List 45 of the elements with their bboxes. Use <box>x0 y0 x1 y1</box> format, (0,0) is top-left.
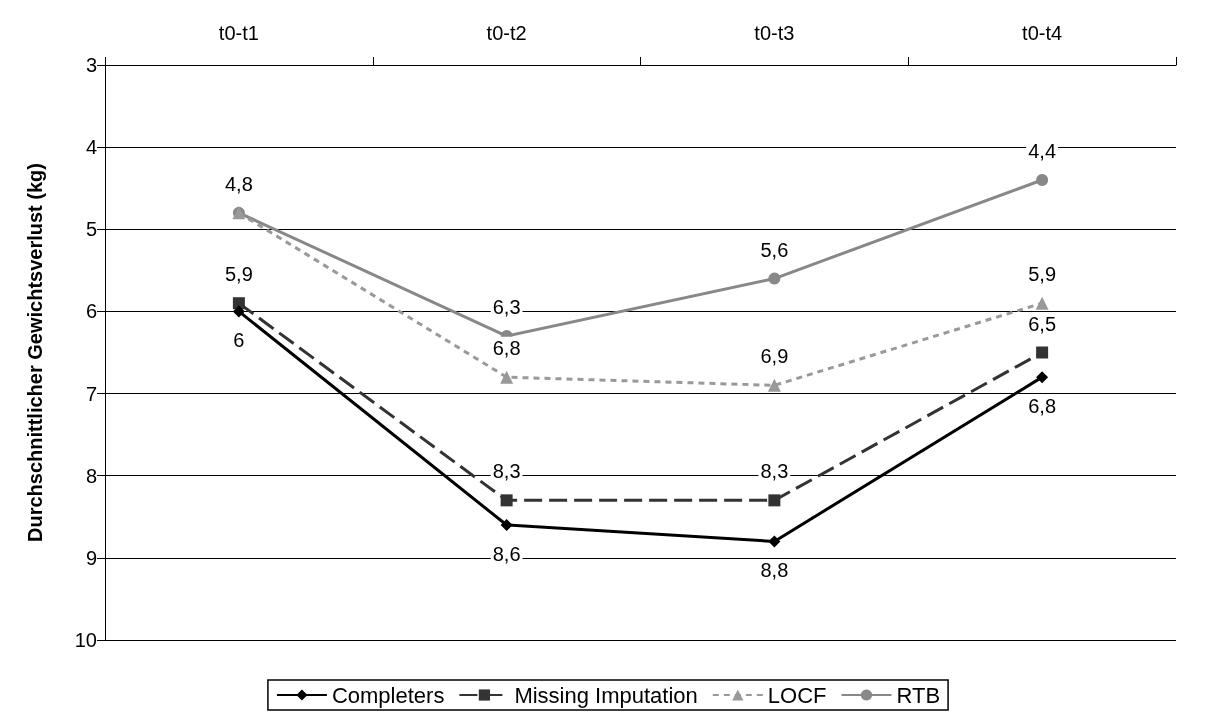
x-tick-label: t0-t3 <box>754 22 795 44</box>
x-tick-label: t0-t4 <box>1022 22 1063 44</box>
point <box>768 272 781 285</box>
point <box>767 378 781 392</box>
y-tick-label: 6 <box>85 300 97 323</box>
data-label: 8,3 <box>760 460 789 483</box>
data-label: 6,8 <box>1028 395 1057 418</box>
legend-label: RTB <box>896 682 941 708</box>
y-tick-label: 10 <box>74 629 97 651</box>
point <box>1035 296 1049 310</box>
point <box>500 370 514 384</box>
y-tick-label: 3 <box>85 54 97 76</box>
data-label: 8,3 <box>492 460 521 483</box>
data-label: 6 <box>233 329 245 352</box>
y-tick-label: 8 <box>85 464 97 487</box>
data-label: 6,3 <box>492 296 521 319</box>
y-tick-label: 5 <box>85 218 97 241</box>
legend-label: Missing Imputation <box>514 682 698 708</box>
legend-label: Completers <box>331 682 445 708</box>
data-label: 6,5 <box>1028 312 1057 335</box>
data-label: 5,6 <box>760 238 789 261</box>
data-label: 6,9 <box>760 344 789 367</box>
data-label: 4,8 <box>224 172 253 195</box>
point <box>768 535 781 548</box>
point <box>232 297 245 310</box>
y-tick-label: 4 <box>85 136 97 159</box>
point <box>232 305 245 318</box>
data-label: 5,9 <box>224 263 253 286</box>
data-label: 8,8 <box>760 559 789 582</box>
y-tick-label: 7 <box>85 382 97 405</box>
data-label: 6,8 <box>492 336 521 359</box>
legend-label: LOCF <box>767 682 827 708</box>
point <box>1036 346 1049 359</box>
data-label: 8,6 <box>492 543 521 565</box>
point <box>768 494 781 507</box>
y-axis-title: Durchschnittlicher Gewichtsverlust (kg) <box>24 163 46 542</box>
y-tick-label: 9 <box>85 546 97 569</box>
point <box>500 519 513 531</box>
x-tick-label: t0-t2 <box>486 22 527 44</box>
point <box>500 494 513 507</box>
data-label: 4,4 <box>1028 140 1057 162</box>
data-label: 5,9 <box>1028 262 1057 285</box>
point <box>1036 371 1049 384</box>
x-tick-label: t0-t1 <box>218 22 259 44</box>
point <box>1036 174 1049 186</box>
